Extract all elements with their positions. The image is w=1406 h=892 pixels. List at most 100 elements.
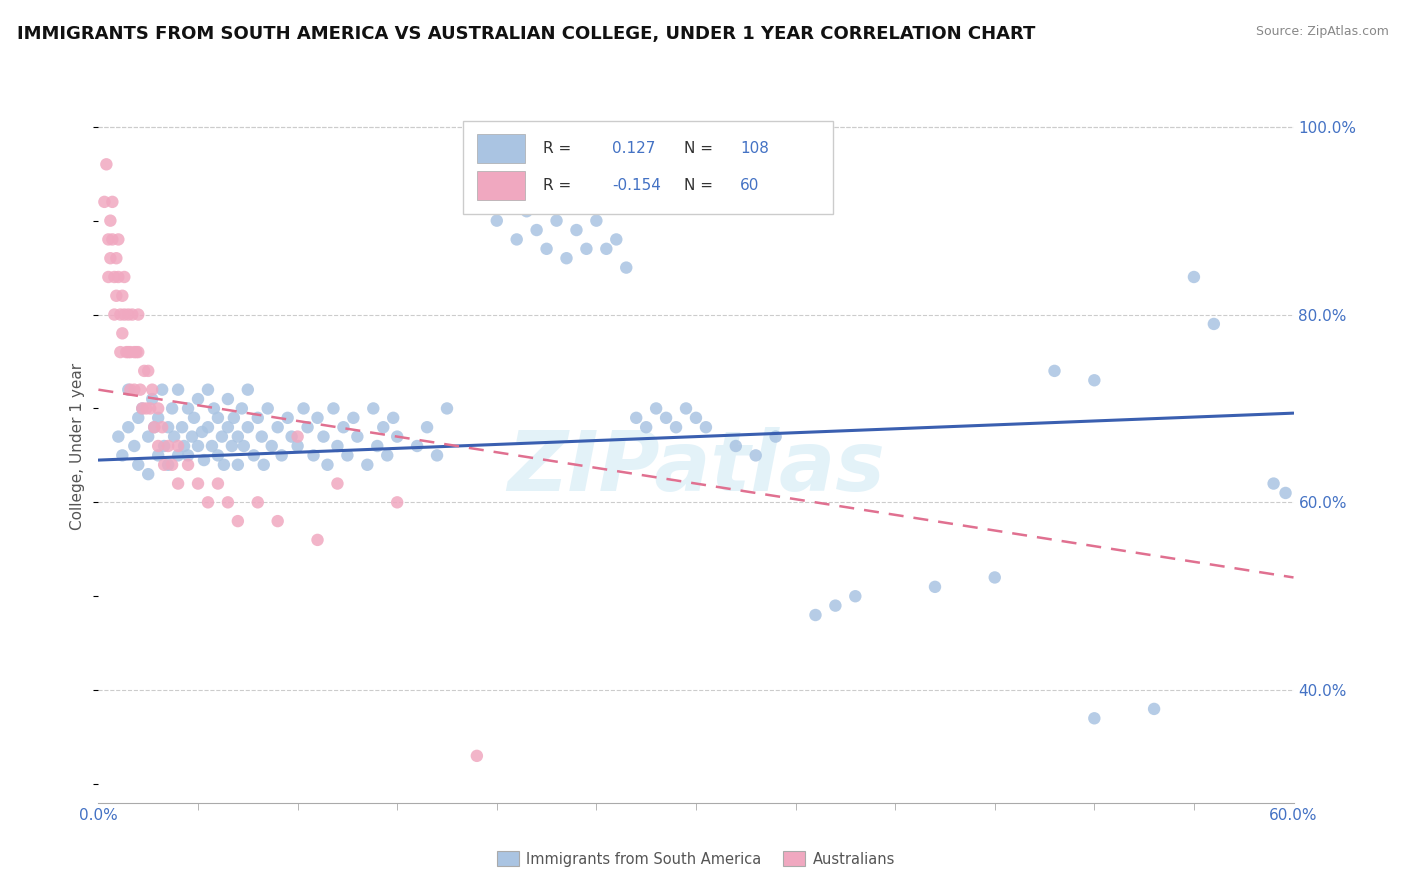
Point [172, 420, 194, 434]
Point [724, 439, 747, 453]
Point [173, 439, 195, 453]
Point [322, 401, 344, 416]
Point [260, 439, 283, 453]
Point [197, 420, 219, 434]
Point [217, 495, 239, 509]
Point [236, 383, 259, 397]
Point [110, 345, 132, 359]
Point [150, 420, 173, 434]
Point [167, 449, 190, 463]
Point [103, 308, 125, 322]
Point [267, 514, 290, 528]
Point [107, 270, 129, 285]
Point [356, 458, 378, 472]
Point [96, 157, 118, 171]
Point [131, 401, 153, 416]
Point [246, 495, 269, 509]
Point [626, 410, 648, 425]
Point [148, 449, 170, 463]
Point [98, 213, 122, 227]
Point [121, 308, 143, 322]
Point [148, 401, 170, 416]
Point [111, 289, 134, 303]
Point [222, 410, 245, 425]
Point [127, 308, 149, 322]
Y-axis label: College, Under 1 year: College, Under 1 year [70, 362, 86, 530]
Point [157, 458, 180, 472]
Point [824, 599, 846, 613]
Point [201, 439, 224, 453]
Text: Source: ZipAtlas.com: Source: ZipAtlas.com [1256, 25, 1389, 38]
Point [187, 392, 209, 406]
Point [207, 449, 229, 463]
Text: ZIPatlas: ZIPatlas [508, 427, 884, 508]
Point [605, 232, 627, 246]
Text: IMMIGRANTS FROM SOUTH AMERICA VS AUSTRALIAN COLLEGE, UNDER 1 YEAR CORRELATION CH: IMMIGRANTS FROM SOUTH AMERICA VS AUSTRAL… [17, 25, 1035, 43]
Point [148, 439, 170, 453]
Point [526, 223, 548, 237]
Point [101, 232, 124, 246]
Point [207, 410, 229, 425]
Point [385, 429, 409, 443]
Point [124, 383, 146, 397]
Point [157, 439, 180, 453]
Text: 0.127: 0.127 [613, 141, 655, 156]
Point [125, 345, 148, 359]
Point [136, 364, 159, 378]
Point [250, 429, 273, 443]
Point [124, 345, 146, 359]
Point [129, 383, 152, 397]
Point [167, 476, 190, 491]
Point [148, 410, 170, 425]
Text: -0.154: -0.154 [613, 178, 661, 193]
Point [136, 429, 159, 443]
Point [181, 429, 204, 443]
Point [105, 251, 128, 265]
Point [139, 401, 162, 416]
Point [153, 439, 176, 453]
Point [346, 429, 368, 443]
Point [167, 439, 190, 453]
Point [256, 401, 278, 416]
Point [105, 289, 128, 303]
Point [336, 449, 359, 463]
Point [150, 383, 173, 397]
Point [614, 260, 637, 275]
Point [143, 420, 166, 434]
Text: R =: R = [543, 178, 576, 193]
Point [373, 420, 395, 434]
Point [127, 410, 149, 425]
Point [141, 392, 163, 406]
Point [177, 449, 200, 463]
Point [765, 429, 787, 443]
Text: N =: N = [685, 178, 718, 193]
Point [191, 425, 214, 439]
Point [1263, 476, 1285, 491]
Point [217, 392, 239, 406]
Point [246, 410, 269, 425]
Point [97, 232, 120, 246]
Point [924, 580, 946, 594]
Point [695, 420, 717, 434]
Point [645, 401, 668, 416]
FancyBboxPatch shape [477, 134, 524, 162]
Point [316, 458, 339, 472]
Point [745, 449, 768, 463]
Point [127, 345, 149, 359]
Point [326, 476, 349, 491]
Point [243, 449, 266, 463]
Point [280, 429, 302, 443]
Point [110, 308, 132, 322]
Point [307, 533, 329, 547]
Point [141, 383, 163, 397]
Point [1143, 702, 1166, 716]
Point [112, 270, 135, 285]
Point [366, 439, 388, 453]
Point [595, 242, 617, 256]
Legend: Immigrants from South America, Australians: Immigrants from South America, Australia… [498, 852, 894, 867]
Point [120, 345, 142, 359]
Point [844, 589, 866, 603]
Point [136, 467, 159, 482]
Point [197, 383, 219, 397]
Point [406, 439, 429, 453]
